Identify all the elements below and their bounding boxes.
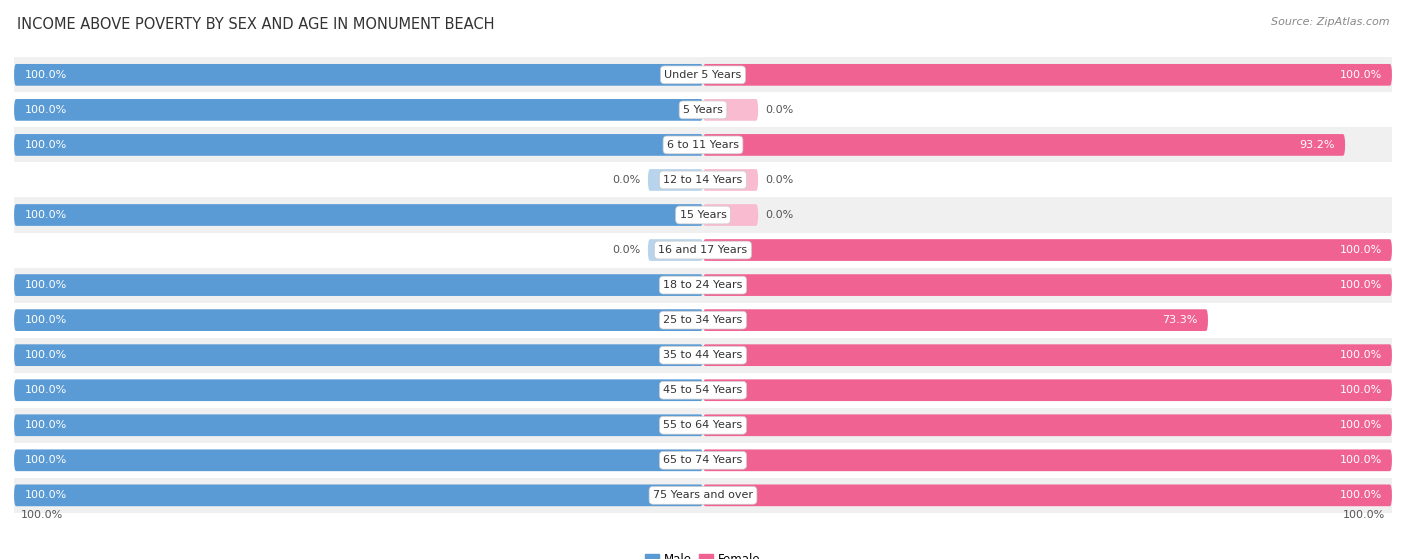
FancyBboxPatch shape [703, 64, 1392, 86]
Text: 100.0%: 100.0% [1343, 510, 1385, 520]
FancyBboxPatch shape [14, 485, 703, 506]
FancyBboxPatch shape [703, 204, 758, 226]
FancyBboxPatch shape [14, 309, 703, 331]
FancyBboxPatch shape [703, 169, 758, 191]
Bar [14, 373, 1392, 408]
Text: 35 to 44 Years: 35 to 44 Years [664, 350, 742, 360]
Text: 100.0%: 100.0% [1340, 280, 1382, 290]
FancyBboxPatch shape [14, 64, 703, 86]
Text: 100.0%: 100.0% [24, 420, 66, 430]
Text: 100.0%: 100.0% [24, 70, 66, 80]
FancyBboxPatch shape [14, 449, 703, 471]
Text: 100.0%: 100.0% [24, 455, 66, 465]
Text: 55 to 64 Years: 55 to 64 Years [664, 420, 742, 430]
Bar [14, 127, 1392, 163]
Text: 100.0%: 100.0% [24, 350, 66, 360]
Text: 0.0%: 0.0% [765, 175, 793, 185]
Text: 5 Years: 5 Years [683, 105, 723, 115]
Text: 100.0%: 100.0% [24, 385, 66, 395]
Text: 100.0%: 100.0% [24, 140, 66, 150]
Text: 100.0%: 100.0% [24, 280, 66, 290]
Text: 12 to 14 Years: 12 to 14 Years [664, 175, 742, 185]
FancyBboxPatch shape [648, 169, 703, 191]
Text: Source: ZipAtlas.com: Source: ZipAtlas.com [1271, 17, 1389, 27]
Text: 18 to 24 Years: 18 to 24 Years [664, 280, 742, 290]
Bar [14, 443, 1392, 478]
FancyBboxPatch shape [703, 99, 758, 121]
Bar [14, 338, 1392, 373]
FancyBboxPatch shape [703, 239, 1392, 261]
FancyBboxPatch shape [703, 344, 1392, 366]
FancyBboxPatch shape [14, 134, 703, 156]
Text: INCOME ABOVE POVERTY BY SEX AND AGE IN MONUMENT BEACH: INCOME ABOVE POVERTY BY SEX AND AGE IN M… [17, 17, 495, 32]
FancyBboxPatch shape [14, 204, 703, 226]
Text: 6 to 11 Years: 6 to 11 Years [666, 140, 740, 150]
Bar [14, 58, 1392, 92]
FancyBboxPatch shape [14, 414, 703, 436]
FancyBboxPatch shape [703, 134, 1346, 156]
Text: 100.0%: 100.0% [1340, 70, 1382, 80]
Text: 100.0%: 100.0% [24, 490, 66, 500]
Text: 100.0%: 100.0% [1340, 455, 1382, 465]
Bar [14, 233, 1392, 268]
Text: 16 and 17 Years: 16 and 17 Years [658, 245, 748, 255]
Bar [14, 163, 1392, 197]
Text: 100.0%: 100.0% [1340, 490, 1382, 500]
Text: 100.0%: 100.0% [24, 315, 66, 325]
FancyBboxPatch shape [14, 99, 703, 121]
FancyBboxPatch shape [703, 309, 1208, 331]
Bar [14, 268, 1392, 302]
Text: 0.0%: 0.0% [613, 175, 641, 185]
Text: 100.0%: 100.0% [24, 105, 66, 115]
FancyBboxPatch shape [703, 449, 1392, 471]
Bar [14, 408, 1392, 443]
FancyBboxPatch shape [14, 380, 703, 401]
FancyBboxPatch shape [703, 274, 1392, 296]
Text: 100.0%: 100.0% [1340, 245, 1382, 255]
FancyBboxPatch shape [14, 344, 703, 366]
Text: 0.0%: 0.0% [765, 210, 793, 220]
Text: 100.0%: 100.0% [1340, 350, 1382, 360]
Text: 100.0%: 100.0% [24, 210, 66, 220]
Bar [14, 197, 1392, 233]
FancyBboxPatch shape [703, 380, 1392, 401]
Text: 75 Years and over: 75 Years and over [652, 490, 754, 500]
FancyBboxPatch shape [703, 414, 1392, 436]
Text: 100.0%: 100.0% [1340, 385, 1382, 395]
Text: 0.0%: 0.0% [765, 105, 793, 115]
Text: Under 5 Years: Under 5 Years [665, 70, 741, 80]
Bar [14, 478, 1392, 513]
Text: 100.0%: 100.0% [1340, 420, 1382, 430]
Text: 0.0%: 0.0% [613, 245, 641, 255]
Text: 65 to 74 Years: 65 to 74 Years [664, 455, 742, 465]
Text: 73.3%: 73.3% [1163, 315, 1198, 325]
Bar [14, 302, 1392, 338]
Legend: Male, Female: Male, Female [641, 548, 765, 559]
FancyBboxPatch shape [14, 274, 703, 296]
Text: 93.2%: 93.2% [1299, 140, 1334, 150]
Text: 100.0%: 100.0% [21, 510, 63, 520]
Bar [14, 92, 1392, 127]
Text: 25 to 34 Years: 25 to 34 Years [664, 315, 742, 325]
Text: 45 to 54 Years: 45 to 54 Years [664, 385, 742, 395]
FancyBboxPatch shape [703, 485, 1392, 506]
Text: 15 Years: 15 Years [679, 210, 727, 220]
FancyBboxPatch shape [648, 239, 703, 261]
